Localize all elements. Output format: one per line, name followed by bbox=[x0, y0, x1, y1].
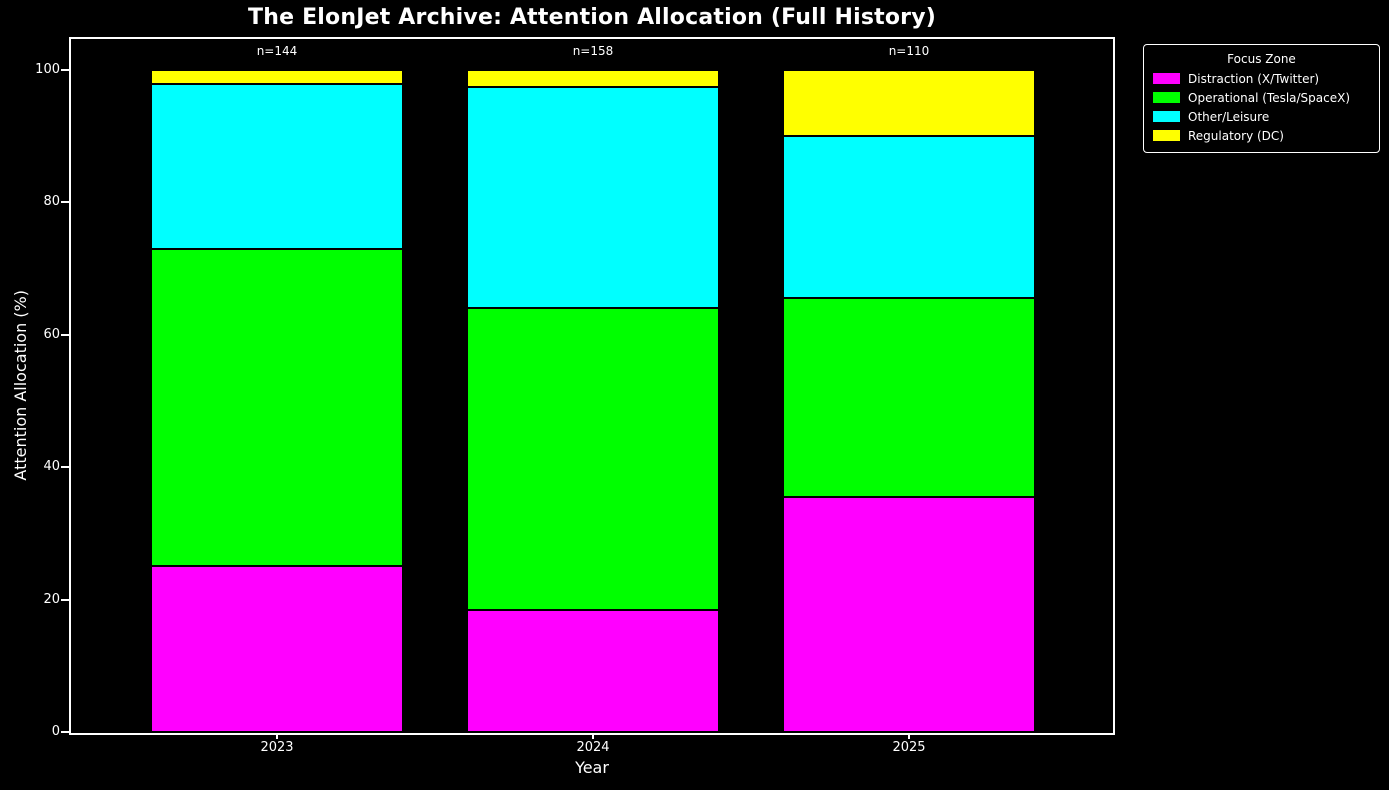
bar-segment-regulatory-dc-2023 bbox=[151, 70, 403, 84]
y-tick-mark-20 bbox=[61, 598, 69, 601]
legend-items: Distraction (X/Twitter) Operational (Tesl… bbox=[1153, 69, 1370, 145]
legend-label-distraction-x-twitter: Distraction (X/Twitter) bbox=[1188, 71, 1320, 86]
bar-segment-regulatory-dc-2025 bbox=[783, 70, 1035, 137]
legend-item-distraction-x-twitter: Distraction (X/Twitter) bbox=[1153, 69, 1370, 88]
legend-swatch-operational-tesla-spacex bbox=[1153, 92, 1180, 103]
bar-segment-operational-tesla-spacex-2024 bbox=[467, 308, 719, 611]
bar-segment-operational-tesla-spacex-2023 bbox=[151, 249, 403, 567]
bar-segment-other-leisure-2023 bbox=[151, 83, 403, 250]
legend-label-other-leisure: Other/Leisure bbox=[1188, 109, 1270, 124]
y-tick-mark-80 bbox=[61, 201, 69, 204]
legend-item-operational-tesla-spacex: Operational (Tesla/SpaceX) bbox=[1153, 88, 1370, 107]
bar-segment-distraction-x-twitter-2025 bbox=[783, 496, 1035, 732]
bar-2025 bbox=[783, 70, 1035, 732]
y-tick-mark-60 bbox=[61, 333, 69, 336]
y-tick-mark-40 bbox=[61, 466, 69, 469]
y-tick-mark-100 bbox=[61, 69, 69, 71]
chart-title: The ElonJet Archive: Attention Allocatio… bbox=[248, 5, 936, 30]
bar-segment-operational-tesla-spacex-2025 bbox=[783, 298, 1035, 497]
bar-2024 bbox=[467, 70, 719, 732]
y-axis-label-wrap: Attention Allocation (%) bbox=[8, 38, 32, 733]
y-axis-label: Attention Allocation (%) bbox=[10, 290, 30, 481]
bar-annotation-2023: n=144 bbox=[256, 44, 298, 58]
bar-segment-other-leisure-2025 bbox=[783, 136, 1035, 299]
legend-title: Focus Zone bbox=[1227, 52, 1296, 66]
legend-label-operational-tesla-spacex: Operational (Tesla/SpaceX) bbox=[1188, 90, 1351, 105]
bar-segment-other-leisure-2024 bbox=[467, 86, 719, 309]
x-tick-label-2025: 2025 bbox=[892, 740, 926, 755]
plot-area: n=144 n=158 n=110 bbox=[69, 37, 1115, 735]
bar-segment-regulatory-dc-2024 bbox=[467, 70, 719, 87]
legend-item-other-leisure: Other/Leisure bbox=[1153, 107, 1370, 126]
x-tick-label-2023: 2023 bbox=[260, 740, 294, 755]
bar-annotation-2024: n=158 bbox=[572, 44, 614, 58]
bar-2023 bbox=[151, 70, 403, 732]
legend-label-regulatory-dc: Regulatory (DC) bbox=[1188, 128, 1284, 143]
bar-segment-distraction-x-twitter-2024 bbox=[467, 610, 719, 732]
y-tick-mark-0 bbox=[61, 731, 69, 733]
legend-swatch-other-leisure bbox=[1153, 111, 1180, 122]
bar-segment-distraction-x-twitter-2023 bbox=[151, 566, 403, 732]
legend-swatch-distraction-x-twitter bbox=[1153, 73, 1180, 84]
bar-annotation-2025: n=110 bbox=[888, 44, 930, 58]
x-axis-label: Year bbox=[575, 758, 609, 777]
legend: Focus Zone Distraction (X/Twitter) Operat… bbox=[1143, 44, 1380, 153]
x-tick-label-2024: 2024 bbox=[576, 740, 610, 755]
legend-swatch-regulatory-dc bbox=[1153, 130, 1180, 141]
legend-item-regulatory-dc: Regulatory (DC) bbox=[1153, 126, 1370, 145]
